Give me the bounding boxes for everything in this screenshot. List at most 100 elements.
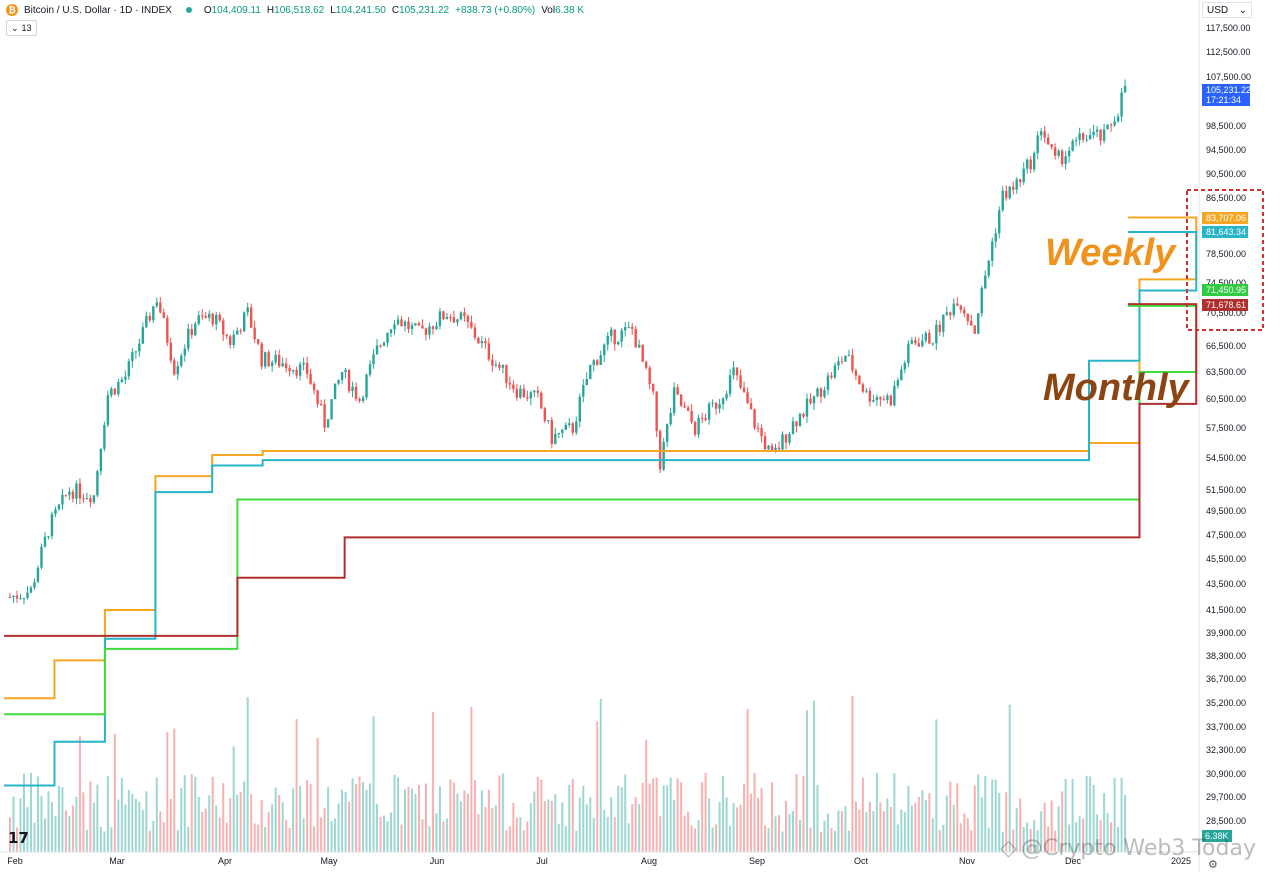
candle-body: [851, 355, 854, 371]
volume-bar: [344, 792, 347, 852]
volume-bar: [239, 791, 242, 852]
volume-bar: [278, 795, 281, 852]
candle-body: [865, 390, 868, 392]
line-value-label-bg: [1202, 226, 1248, 238]
time-tick-label: Jul: [536, 856, 548, 866]
candle-body: [43, 536, 47, 547]
price-tick-label: 107,500.00: [1206, 72, 1251, 82]
candle-body: [613, 329, 616, 345]
price-tick-label: 29,700.00: [1206, 792, 1246, 802]
price-tick-label: 32,300.00: [1206, 745, 1246, 755]
volume-bar: [750, 793, 753, 852]
volume-bar: [673, 799, 676, 852]
price-tick-label: 36,700.00: [1206, 674, 1246, 684]
volume-bar: [295, 719, 298, 852]
candle-body: [837, 361, 840, 366]
volume-bar: [372, 716, 375, 852]
volume-bar: [487, 789, 490, 852]
volume-bar: [449, 779, 452, 852]
candle-body: [417, 323, 421, 326]
candle-body: [861, 384, 865, 392]
candle-body: [480, 341, 484, 344]
volume-bar: [257, 824, 260, 852]
currency-select[interactable]: USD ⌄: [1202, 2, 1252, 18]
candle-body: [309, 373, 312, 384]
settings-icon[interactable]: ⚙: [1208, 859, 1218, 871]
candle-body: [959, 305, 962, 310]
symbol-title[interactable]: Bitcoin / U.S. Dollar · 1D · INDEX: [24, 4, 172, 16]
candle-body: [704, 418, 707, 420]
volume-bar: [1054, 830, 1057, 852]
volume-bar: [554, 794, 557, 852]
candle-body: [973, 325, 976, 334]
volume-bar: [599, 698, 602, 852]
time-tick-label: May: [320, 856, 338, 866]
monthly-annotation: Monthly: [1043, 367, 1191, 409]
volume-bar: [351, 778, 354, 852]
close-value: C105,231.22: [391, 4, 450, 16]
indicator-toggle[interactable]: ⌄ 13: [6, 20, 37, 36]
candle-body: [284, 363, 288, 368]
candle-body: [361, 397, 365, 401]
last-price-bg: [1202, 84, 1250, 106]
volume-bar: [854, 801, 857, 852]
volume-bar: [246, 697, 249, 852]
volume-bar: [1096, 814, 1099, 852]
candle-body: [298, 364, 302, 376]
candle-body: [368, 364, 372, 375]
candle-body: [1046, 137, 1050, 145]
volume-bar: [921, 790, 924, 852]
volume-bar: [666, 785, 669, 852]
weekly-annotation: Weekly: [1045, 232, 1177, 274]
candle-body: [68, 491, 71, 496]
volume-bar: [1015, 808, 1018, 852]
candle-body: [36, 567, 40, 583]
volume-bar: [697, 819, 700, 852]
volume-bar: [281, 802, 284, 852]
candle-body: [1067, 150, 1071, 157]
volume-bar: [424, 783, 427, 852]
volume-bar: [204, 808, 207, 852]
candle-body: [47, 536, 50, 538]
price-tick-label: 38,300.00: [1206, 651, 1246, 661]
volume-bar: [410, 788, 413, 852]
volume-bar: [928, 793, 931, 852]
time-axis[interactable]: Feb Mar Apr May Jun Jul Aug Sep Oct Nov Dec 2025: [0, 851, 1199, 866]
candle-body: [686, 407, 690, 411]
volume-bar: [438, 786, 441, 852]
volume-bar: [743, 783, 746, 852]
volume-bar: [1008, 704, 1011, 852]
candle-body: [351, 386, 354, 391]
candle-body: [1012, 186, 1015, 190]
candle-body: [260, 343, 263, 367]
volume-bar: [253, 823, 256, 852]
candle-body: [1019, 179, 1022, 182]
candle-body: [148, 315, 152, 321]
volume-bar: [99, 826, 102, 852]
volume-bar: [785, 800, 788, 852]
candle-body: [655, 391, 658, 432]
price-axis[interactable]: 117,500.00 112,500.00 107,500.00 98,500.00 9…: [1198, 0, 1251, 872]
candle-body: [571, 423, 574, 433]
candle-body: [711, 402, 714, 404]
candle-body: [1008, 186, 1011, 199]
volume-bar: [106, 776, 109, 852]
volume-bar: [33, 822, 36, 852]
candle-body: [215, 314, 218, 325]
volume-bar: [428, 826, 431, 852]
volume-bar: [250, 794, 253, 852]
volume-bar: [522, 830, 525, 852]
candle-body: [631, 326, 634, 329]
time-tick-label: 2025: [1171, 856, 1191, 866]
volume-bar: [316, 737, 319, 852]
price-tick-label: 33,700.00: [1206, 722, 1246, 732]
volume-bar: [243, 781, 246, 852]
candle-body: [277, 354, 281, 367]
candle-body: [239, 330, 242, 332]
volume-bar: [526, 821, 529, 852]
volume-bar: [788, 814, 791, 852]
candle-body: [903, 363, 907, 370]
candle-body: [683, 405, 686, 408]
candle-body: [403, 321, 407, 327]
